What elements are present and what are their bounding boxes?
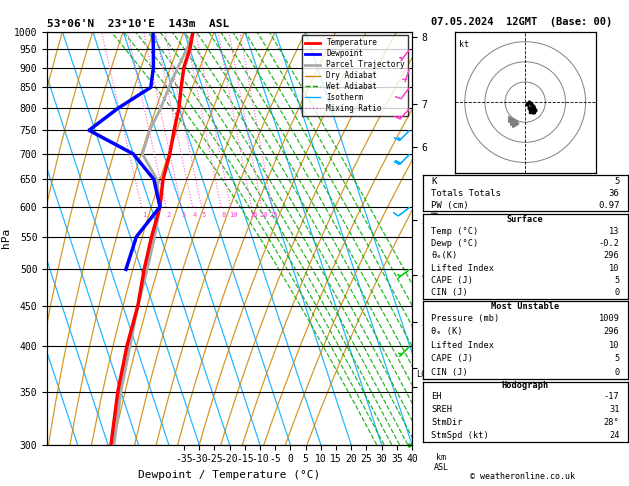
- Text: CIN (J): CIN (J): [431, 288, 467, 297]
- Text: 1009: 1009: [599, 313, 620, 323]
- Text: 16: 16: [250, 212, 258, 219]
- Text: km
ASL: km ASL: [433, 453, 448, 472]
- Text: Lifted Index: Lifted Index: [431, 341, 494, 350]
- Text: Lifted Index: Lifted Index: [431, 263, 494, 273]
- Text: 1: 1: [142, 212, 147, 219]
- Text: Pressure (mb): Pressure (mb): [431, 313, 499, 323]
- Text: 5: 5: [615, 276, 620, 285]
- Text: Temp (°C): Temp (°C): [431, 226, 478, 236]
- Text: 0: 0: [615, 288, 620, 297]
- Text: CAPE (J): CAPE (J): [431, 276, 473, 285]
- Text: 5: 5: [614, 176, 620, 186]
- Text: 10: 10: [229, 212, 237, 219]
- X-axis label: Dewpoint / Temperature (°C): Dewpoint / Temperature (°C): [138, 470, 321, 480]
- Text: EH: EH: [431, 392, 442, 400]
- Text: θₑ(K): θₑ(K): [431, 251, 457, 260]
- Text: K: K: [431, 176, 437, 186]
- Text: kt: kt: [459, 40, 469, 49]
- Text: 20: 20: [260, 212, 268, 219]
- Text: 0: 0: [615, 368, 620, 377]
- Text: 4: 4: [193, 212, 198, 219]
- Text: StmDir: StmDir: [431, 418, 462, 427]
- Text: Hodograph: Hodograph: [501, 381, 549, 390]
- Text: 0.97: 0.97: [598, 201, 620, 210]
- Text: 10: 10: [609, 263, 620, 273]
- Text: 25: 25: [270, 212, 279, 219]
- Legend: Temperature, Dewpoint, Parcel Trajectory, Dry Adiabat, Wet Adiabat, Isotherm, Mi: Temperature, Dewpoint, Parcel Trajectory…: [302, 35, 408, 116]
- Text: Totals Totals: Totals Totals: [431, 189, 501, 198]
- Text: CIN (J): CIN (J): [431, 368, 467, 377]
- Text: 53°06'N  23°10'E  143m  ASL: 53°06'N 23°10'E 143m ASL: [47, 19, 230, 30]
- Y-axis label: Mixing Ratio (g/kg): Mixing Ratio (g/kg): [430, 191, 440, 286]
- Text: 5: 5: [615, 354, 620, 363]
- Text: SREH: SREH: [431, 405, 452, 414]
- Text: 296: 296: [604, 251, 620, 260]
- Text: 5: 5: [202, 212, 206, 219]
- Text: -0.2: -0.2: [599, 239, 620, 248]
- Text: 13: 13: [609, 226, 620, 236]
- Text: 07.05.2024  12GMT  (Base: 00): 07.05.2024 12GMT (Base: 00): [431, 17, 613, 27]
- Text: © weatheronline.co.uk: © weatheronline.co.uk: [470, 472, 574, 481]
- Text: PW (cm): PW (cm): [431, 201, 469, 210]
- Text: CAPE (J): CAPE (J): [431, 354, 473, 363]
- Text: 24: 24: [609, 431, 620, 440]
- Text: 3: 3: [182, 212, 186, 219]
- Text: 296: 296: [604, 327, 620, 336]
- Text: 2: 2: [167, 212, 171, 219]
- Text: -17: -17: [604, 392, 620, 400]
- Text: 8: 8: [221, 212, 226, 219]
- Text: StmSpd (kt): StmSpd (kt): [431, 431, 489, 440]
- Text: 36: 36: [609, 189, 620, 198]
- Text: Surface: Surface: [507, 215, 543, 224]
- Text: Dewp (°C): Dewp (°C): [431, 239, 478, 248]
- Text: 31: 31: [609, 405, 620, 414]
- Text: Most Unstable: Most Unstable: [491, 302, 559, 311]
- Text: θₑ (K): θₑ (K): [431, 327, 462, 336]
- Text: 10: 10: [609, 341, 620, 350]
- Text: LCL: LCL: [416, 370, 431, 379]
- Text: 28°: 28°: [604, 418, 620, 427]
- Y-axis label: hPa: hPa: [1, 228, 11, 248]
